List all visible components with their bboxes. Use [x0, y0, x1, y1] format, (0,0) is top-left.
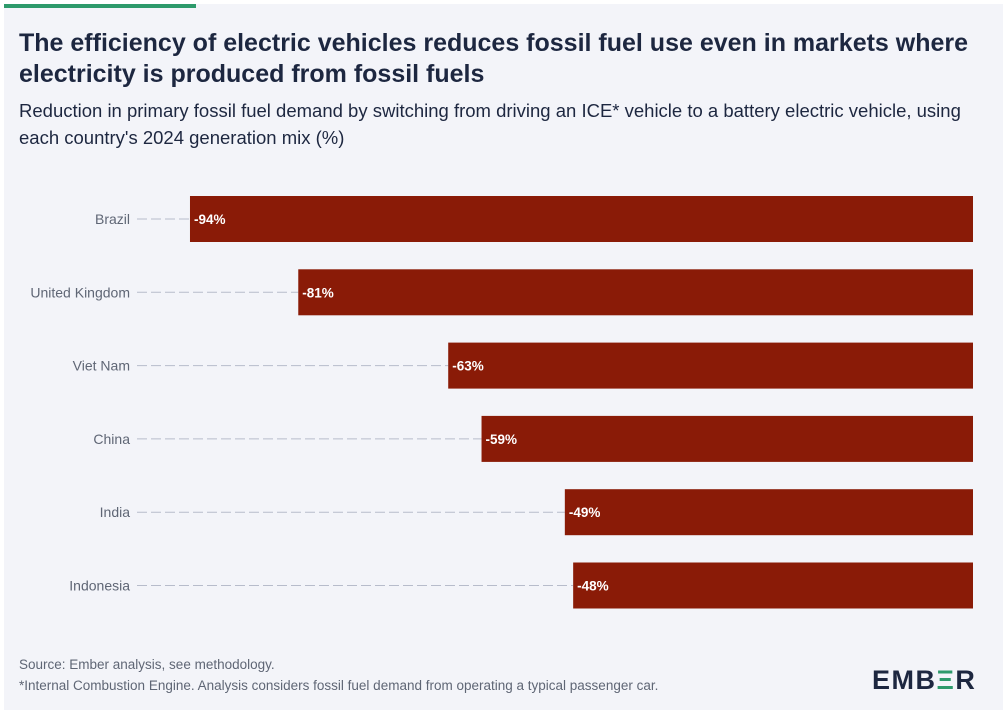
bar — [573, 562, 973, 609]
category-label: Indonesia — [69, 578, 130, 594]
data-label: -49% — [569, 505, 601, 520]
logo-text-left: EMB — [872, 665, 937, 695]
category-label: Brazil — [95, 211, 130, 227]
footnote-text: *Internal Combustion Engine. Analysis co… — [19, 678, 659, 693]
data-label: -63% — [452, 359, 484, 374]
bar — [189, 196, 974, 242]
chart-subtitle: Reduction in primary fossil fuel demand … — [19, 100, 961, 148]
bar-chart: Brazil -94% United Kingdom -81% Viet Nam -63%… — [30, 196, 974, 609]
source-notes: Source: Ember analysis, see methodology.… — [19, 654, 658, 696]
chart-card: The efficiency of electric vehicles redu… — [4, 4, 1003, 710]
chart-title: The efficiency of electric vehicles redu… — [19, 29, 969, 88]
bar — [481, 415, 973, 462]
data-label: -48% — [577, 579, 609, 594]
bar — [448, 342, 974, 389]
ember-logo: EMBΞR — [872, 665, 976, 696]
accent-bar — [4, 4, 196, 8]
bar — [564, 489, 973, 536]
category-label: Viet Nam — [73, 358, 130, 374]
logo-text-right: R — [955, 665, 977, 695]
data-label: -94% — [194, 212, 226, 227]
category-label: China — [93, 431, 130, 447]
source-text: Source: Ember analysis, see methodology. — [19, 657, 275, 672]
data-label: -59% — [486, 432, 518, 447]
category-label: India — [100, 504, 131, 520]
logo-mark: Ξ — [936, 665, 956, 695]
bar — [298, 269, 973, 316]
category-label: United Kingdom — [30, 284, 130, 300]
data-label: -81% — [302, 285, 334, 300]
